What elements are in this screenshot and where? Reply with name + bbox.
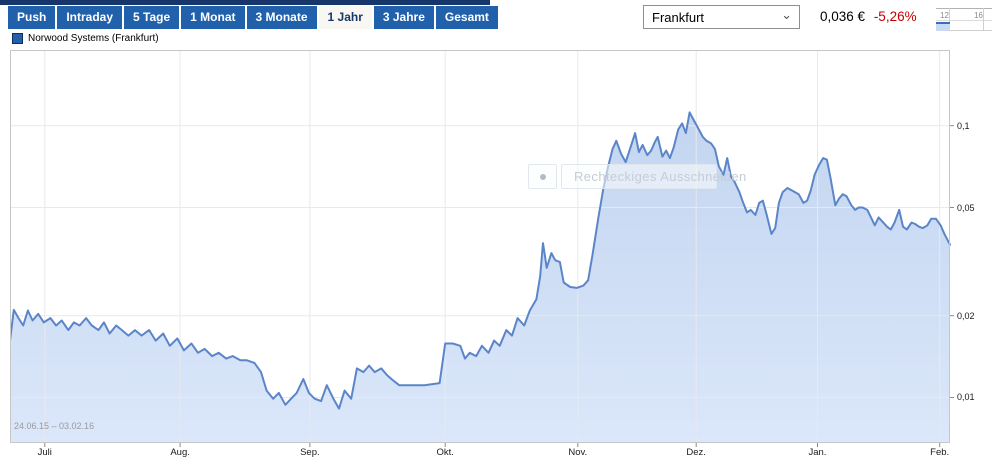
area-chart <box>9 50 954 447</box>
x-axis-tick-label: Feb. <box>930 447 950 458</box>
quote-display: 0,036 € -5,26% <box>820 9 917 24</box>
toolbar-top-strip <box>0 0 490 5</box>
mini-chart-thumbnail[interactable]: 12 16 <box>936 4 992 31</box>
mini-chart-gridline <box>949 8 950 31</box>
y-axis-tick-label: 0,02 <box>957 310 975 321</box>
y-axis-tick-label: 0,01 <box>957 392 975 403</box>
snip-overlay-dot-box <box>528 164 557 189</box>
mini-chart-tick: 16 <box>974 11 983 20</box>
mini-chart-line <box>936 22 950 24</box>
timeframe-button-gesamt[interactable]: Gesamt <box>435 6 498 29</box>
snip-overlay-text: Rechteckiges Ausschneiden <box>574 169 747 184</box>
mini-chart-gridline <box>936 30 992 31</box>
y-axis-tick-label: 0,05 <box>957 202 975 213</box>
mini-chart-area-fill <box>936 24 950 31</box>
exchange-dropdown[interactable]: Frankfurt ⌄ <box>643 5 800 29</box>
x-axis-tick-label: Okt. <box>436 447 454 458</box>
mini-chart-tick: 12 <box>940 11 949 20</box>
chevron-down-icon: ⌄ <box>781 7 792 22</box>
timeframe-button-5-tage[interactable]: 5 Tage <box>124 6 180 29</box>
legend-swatch <box>12 33 23 44</box>
chart-legend: Norwood Systems (Frankfurt) <box>12 33 159 44</box>
exchange-dropdown-value: Frankfurt <box>652 9 705 25</box>
date-range-label: 24.06.15 – 03.02.16 <box>14 421 95 431</box>
mini-chart-gridline <box>983 8 984 31</box>
x-axis-tick-label: Jan. <box>808 447 827 458</box>
timeframe-button-3-monate[interactable]: 3 Monate <box>246 6 317 29</box>
timeframe-button-push[interactable]: Push <box>8 6 56 29</box>
timeframe-button-intraday[interactable]: Intraday <box>57 6 123 29</box>
x-axis-tick-label: Juli <box>37 447 52 458</box>
timeframe-toolbar: Push Intraday 5 Tage 1 Monat 3 Monate 1 Jahr 3… <box>8 6 498 29</box>
price-change-percent: -5,26% <box>873 9 917 24</box>
x-axis-tick-label: Dez. <box>686 447 706 458</box>
y-axis-tick-label: 0,1 <box>957 120 970 131</box>
timeframe-button-3-jahre[interactable]: 3 Jahre <box>373 6 434 29</box>
x-axis-tick-label: Nov. <box>568 447 588 458</box>
snip-dot-icon <box>540 174 546 180</box>
snip-overlay-label-box: Rechteckiges Ausschneiden <box>561 164 746 189</box>
timeframe-button-1-monat[interactable]: 1 Monat <box>181 6 245 29</box>
legend-series-label: Norwood Systems (Frankfurt) <box>28 33 159 44</box>
last-price: 0,036 € <box>820 9 866 24</box>
x-axis-tick-label: Aug. <box>170 447 190 458</box>
timeframe-button-1-jahr[interactable]: 1 Jahr <box>318 6 372 29</box>
mini-chart-gridline <box>936 8 992 9</box>
mini-chart-gridline <box>936 20 992 21</box>
price-chart-plot[interactable] <box>9 50 956 449</box>
x-axis-tick-label: Sep. <box>300 447 320 458</box>
